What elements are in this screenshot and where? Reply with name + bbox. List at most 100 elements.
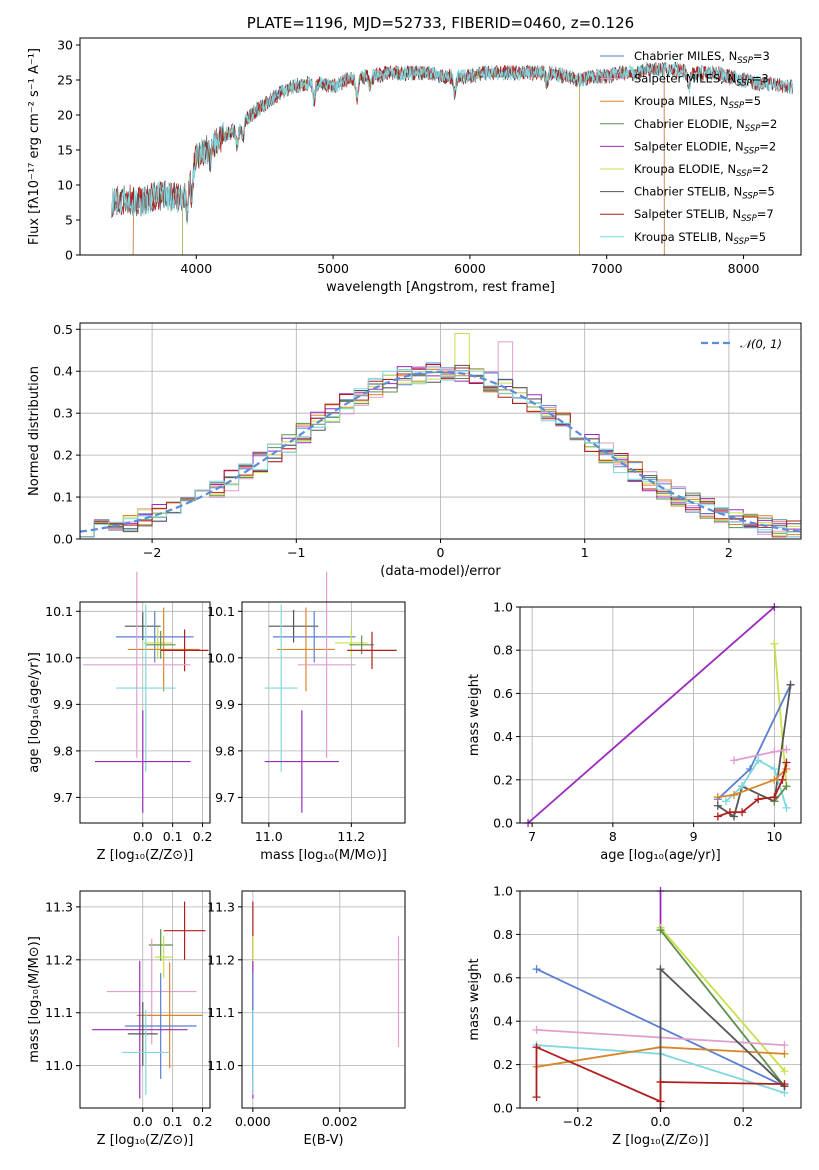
y-tick-label: 0.5 [53, 322, 73, 337]
weight-marker [754, 795, 763, 804]
legend-label: Kroupa MILES, N [634, 94, 729, 108]
errorbar-point-kroupa_elodie [334, 628, 368, 657]
weight-line [733, 748, 787, 762]
spectrum-line-salpeter_elodie [182, 67, 580, 255]
weight-marker [770, 639, 779, 648]
panel-age_weight: 7 8 9 10 0.0 0.2 0.4 0.6 0.8 1.0 age [log₁₀(age/yr… [467, 600, 802, 863]
errorbar-point-kroupa_miles [127, 607, 200, 692]
y-tick-label: 0.4 [493, 729, 513, 744]
panel-spectrum: 4000 5000 6000 7000 8000 0 5 10 15 20 25 30 waveleng… [27, 14, 802, 295]
weight-marker [713, 812, 722, 821]
y-tick-label: 5 [65, 213, 73, 228]
y-tick-label: 11.2 [207, 952, 235, 967]
legend-entry-chabrier_elodie: Chabrier ELODIE, NSSP=2 [634, 117, 777, 134]
axes-frame [241, 601, 406, 824]
y-tick-label: 11.0 [207, 1058, 235, 1073]
legend-value: =3 [752, 72, 769, 86]
legend-sub: SSP [744, 146, 760, 156]
axes-frame [79, 322, 802, 540]
y-tick-label: 10.1 [207, 604, 235, 619]
y-tick-label: 0.4 [53, 364, 73, 379]
legend-sub: SSP [741, 214, 757, 224]
weight-line [659, 929, 786, 1087]
weight-marker [532, 965, 541, 974]
errorbar-point-chabrier_stelib [268, 609, 319, 643]
errorbar-point-salpeter_miles [106, 938, 197, 1045]
y-tick-label: 0 [65, 248, 73, 263]
x-tick-label: 8 [609, 829, 617, 844]
plot-area [79, 333, 802, 539]
legend-value: =2 [759, 139, 776, 153]
x-axis-label: mass [log₁₀(M/M⊙)] [260, 848, 387, 863]
errorbar-point-kroupa_miles [136, 962, 203, 1069]
errorbar-point-kroupa_stelib [121, 1010, 170, 1095]
y-tick-label: 11.2 [45, 952, 73, 967]
y-tick-label: 0.3 [53, 406, 73, 421]
legend-entry-salpeter_stelib: Salpeter STELIB, NSSP=7 [634, 207, 774, 224]
legend-sub: SSP [734, 237, 750, 247]
y-tick-label: 30 [57, 38, 73, 53]
spectrum-line-chabrier_miles [132, 65, 665, 255]
y-tick-label: 0.2 [53, 448, 73, 463]
y-tick-label: 10.0 [45, 650, 73, 665]
legend-value: =5 [744, 94, 761, 108]
x-axis-label: wavelength [Angstrom, rest frame] [326, 280, 555, 295]
weight-marker [770, 793, 779, 802]
legend-entry-salpeter_miles: Salpeter MILES, NSSP=3 [634, 72, 769, 89]
x-tick-label: 0.000 [235, 1114, 271, 1129]
errorbar-point-chabrier_elodie [148, 929, 173, 961]
y-tick-label: 9.8 [53, 743, 73, 758]
x-axis-label: age [log₁₀(age/yr)] [600, 848, 721, 863]
plot-area [264, 571, 397, 813]
weight-series-salpeter_stelib [713, 758, 791, 821]
legend-entry-salpeter_elodie: Salpeter ELODIE, NSSP=2 [634, 139, 776, 156]
weight-marker [713, 801, 722, 810]
panel-ebv_mass: 0.000 0.002 11.0 11.1 11.2 11.3 E(B-V) [207, 890, 406, 1148]
y-tick-label: 11.3 [207, 899, 235, 914]
weight-marker [713, 793, 722, 802]
weight-marker [780, 1080, 789, 1089]
x-tick-label: 7000 [591, 261, 623, 276]
weight-marker [738, 782, 747, 791]
x-tick-label: 9 [690, 829, 698, 844]
x-tick-label: 0 [437, 545, 445, 560]
x-tick-label: 0.2 [733, 1114, 753, 1129]
legend-value: =5 [758, 185, 775, 199]
weight-line [773, 785, 788, 802]
weight-marker [780, 1067, 789, 1076]
y-tick-label: 9.9 [215, 697, 235, 712]
weight-marker [532, 1025, 541, 1034]
y-tick-label: 1.0 [493, 600, 513, 615]
y-axis-label: mass [log₁₀(M/M⊙)] [27, 936, 42, 1063]
weight-marker [786, 680, 795, 689]
errorbar-point-chabrier_stelib [127, 1002, 158, 1066]
weight-line [659, 927, 786, 1072]
x-tick-label: −0.2 [563, 1114, 593, 1129]
weight-marker [770, 765, 779, 773]
x-tick-label: 5000 [317, 261, 349, 276]
legend-label: Salpeter ELODIE, N [634, 139, 744, 153]
legend-value: =2 [752, 162, 769, 176]
legend-sub: SSP [736, 169, 752, 179]
errorbar-point-kroupa_miles [277, 607, 335, 692]
weight-series-kroupa_stelib [721, 756, 791, 812]
weight-marker [738, 808, 747, 817]
errorbar-point-chabrier_miles [124, 973, 197, 1079]
weight-marker [780, 1049, 789, 1058]
errorbar-point-chabrier_miles [272, 611, 356, 663]
errorbar-point-salpeter_stelib [163, 901, 206, 960]
x-tick-label: 1 [581, 545, 589, 560]
y-axis-label: mass weight [467, 674, 482, 756]
spectrum-line-kroupa_elodie [182, 67, 580, 255]
legend-entry-kroupa_elodie: Kroupa ELODIE, NSSP=2 [634, 162, 769, 179]
weight-marker [656, 926, 665, 935]
plot-area [82, 571, 209, 813]
y-tick-label: 9.7 [53, 790, 73, 805]
legend-entry-chabrier_stelib: Chabrier STELIB, NSSP=5 [634, 185, 775, 202]
chart-title: PLATE=1196, MJD=52733, FIBERID=0460, z=0… [247, 14, 634, 32]
weight-marker [721, 797, 730, 806]
x-axis-label: Z [log₁₀(Z/Z⊙)] [612, 1133, 709, 1148]
weight-marker [770, 775, 779, 784]
weight-marker [729, 790, 738, 799]
y-axis-label: Normed distribution [27, 366, 42, 496]
